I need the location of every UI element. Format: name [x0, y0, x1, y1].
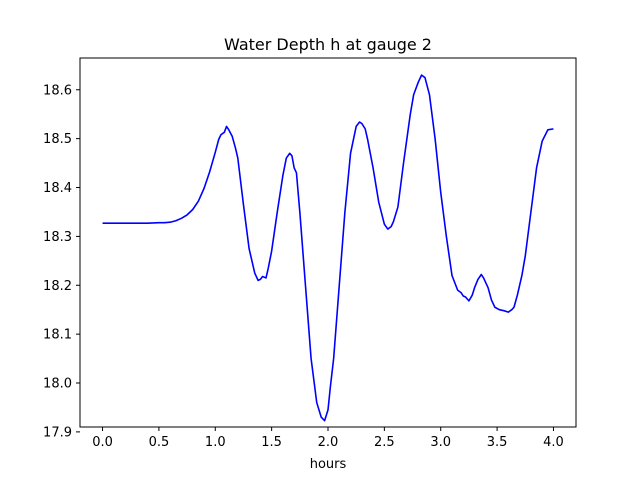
x-tick-label: 3.5 — [487, 435, 508, 450]
y-tick-label: 18.6 — [43, 83, 72, 98]
x-axis: 0.0 0.5 1.0 1.5 2.0 2.5 3.0 3.5 4.0 — [92, 427, 564, 450]
series-line-0 — [102, 74, 554, 422]
y-tick-label: 18.3 — [43, 230, 72, 245]
x-axis-label: hours — [310, 457, 347, 472]
y-tick-label: 18.0 — [43, 377, 72, 392]
x-tick-label: 1.0 — [205, 435, 226, 450]
x-tick-label: 2.0 — [318, 435, 339, 450]
y-axis: 17.9 18.0 18.1 18.2 18.3 18.4 18.5 18.6 — [43, 83, 80, 440]
x-tick-label: 3.0 — [430, 435, 451, 450]
y-tick-label: 17.9 — [43, 425, 72, 440]
series-group — [102, 74, 554, 422]
y-tick-label: 18.2 — [43, 279, 72, 294]
y-tick-label: 18.5 — [43, 132, 72, 147]
chart-title: Water Depth h at gauge 2 — [224, 35, 432, 54]
x-tick-label: 2.5 — [374, 435, 395, 450]
plot-area — [79, 57, 577, 428]
y-tick-label: 18.1 — [43, 328, 72, 343]
y-tick-label: 18.4 — [43, 181, 72, 196]
x-tick-label: 4.0 — [543, 435, 564, 450]
x-tick-label: 1.5 — [261, 435, 282, 450]
x-tick-label: 0.5 — [149, 435, 170, 450]
x-tick-label: 0.0 — [92, 435, 113, 450]
